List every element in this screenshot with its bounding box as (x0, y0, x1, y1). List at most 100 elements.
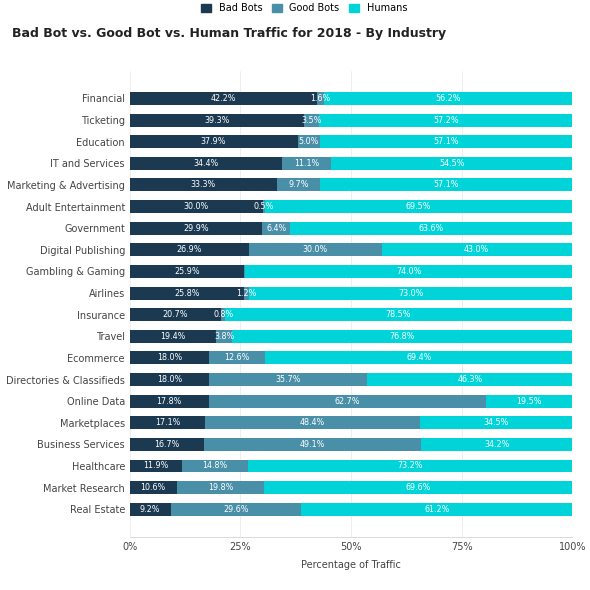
Bar (265, 200, 572, 213)
Bar (130, 243, 249, 256)
Text: 5.0%: 5.0% (299, 137, 319, 146)
Bar (419, 417, 572, 430)
Text: 78.5%: 78.5% (386, 310, 411, 319)
Text: 35.7%: 35.7% (276, 375, 301, 384)
Bar (130, 178, 277, 191)
Text: 69.6%: 69.6% (405, 483, 431, 492)
Bar (130, 373, 209, 386)
Text: 6.4%: 6.4% (266, 224, 286, 232)
Text: 11.9%: 11.9% (143, 461, 169, 470)
Bar (204, 438, 421, 451)
Text: 57.1%: 57.1% (434, 181, 459, 189)
Text: 74.0%: 74.0% (396, 267, 421, 276)
Bar (215, 330, 232, 343)
Bar (130, 460, 182, 473)
Text: 1.6%: 1.6% (310, 94, 330, 103)
Bar (130, 395, 209, 408)
Bar (209, 352, 265, 365)
Bar (130, 265, 244, 278)
Text: 30.0%: 30.0% (303, 245, 328, 254)
Bar (130, 287, 244, 300)
Bar (130, 222, 262, 235)
Text: 9.2%: 9.2% (140, 504, 160, 514)
Bar (290, 222, 572, 235)
Text: 19.4%: 19.4% (160, 332, 185, 341)
Bar (130, 438, 204, 451)
Bar (221, 308, 225, 321)
Text: 10.6%: 10.6% (140, 483, 166, 492)
Text: 37.9%: 37.9% (201, 137, 227, 146)
Bar (171, 503, 301, 516)
Text: 25.9%: 25.9% (174, 267, 200, 276)
Legend: Bad Bots, Good Bots, Humans: Bad Bots, Good Bots, Humans (201, 4, 407, 14)
Text: 1.2%: 1.2% (237, 289, 257, 297)
Bar (277, 178, 320, 191)
Bar (209, 395, 486, 408)
Bar (249, 287, 572, 300)
Bar (304, 114, 319, 127)
Bar (130, 92, 316, 105)
Bar (486, 395, 572, 408)
Text: 76.8%: 76.8% (389, 332, 415, 341)
Bar (319, 114, 572, 127)
Text: 0.5%: 0.5% (254, 202, 274, 211)
Bar (130, 330, 215, 343)
Bar (297, 135, 320, 148)
Bar (320, 135, 572, 148)
Bar (177, 481, 264, 494)
Bar (323, 92, 572, 105)
Text: 63.6%: 63.6% (418, 224, 444, 232)
Text: 11.1%: 11.1% (294, 159, 319, 168)
Bar (130, 503, 171, 516)
Bar (130, 481, 177, 494)
Text: 46.3%: 46.3% (457, 375, 483, 384)
Text: 17.1%: 17.1% (155, 418, 181, 427)
Text: 0.8%: 0.8% (213, 310, 233, 319)
Bar (421, 438, 572, 451)
Bar (244, 287, 249, 300)
Text: 29.9%: 29.9% (183, 224, 209, 232)
Text: 57.1%: 57.1% (433, 137, 458, 146)
Text: 9.7%: 9.7% (289, 181, 309, 189)
X-axis label: Percentage of Traffic: Percentage of Traffic (301, 560, 401, 570)
Bar (205, 417, 419, 430)
Bar (282, 157, 331, 170)
Text: 20.7%: 20.7% (163, 310, 188, 319)
Text: 73.2%: 73.2% (397, 461, 422, 470)
Bar (320, 178, 573, 191)
Text: 56.2%: 56.2% (435, 94, 461, 103)
Text: 69.5%: 69.5% (406, 202, 431, 211)
Text: 14.8%: 14.8% (202, 461, 228, 470)
Text: 3.8%: 3.8% (214, 332, 234, 341)
Bar (130, 157, 282, 170)
Bar (130, 135, 297, 148)
Text: 42.2%: 42.2% (211, 94, 236, 103)
Bar (225, 308, 572, 321)
Bar (382, 243, 572, 256)
Bar (245, 265, 572, 278)
Text: 69.4%: 69.4% (406, 353, 431, 362)
Bar (209, 373, 368, 386)
Text: 48.4%: 48.4% (300, 418, 325, 427)
Text: 49.1%: 49.1% (300, 440, 325, 449)
Bar (130, 114, 304, 127)
Bar (248, 460, 572, 473)
Bar (130, 417, 205, 430)
Text: 54.5%: 54.5% (439, 159, 464, 168)
Bar (263, 200, 265, 213)
Text: 39.3%: 39.3% (204, 116, 230, 124)
Bar (301, 503, 572, 516)
Bar (130, 200, 263, 213)
Bar (316, 92, 323, 105)
Text: 61.2%: 61.2% (424, 504, 450, 514)
Text: 19.8%: 19.8% (208, 483, 233, 492)
Bar (266, 352, 572, 365)
Bar (232, 330, 572, 343)
Text: 33.3%: 33.3% (191, 181, 216, 189)
Text: 34.2%: 34.2% (484, 440, 509, 449)
Text: 3.5%: 3.5% (301, 116, 322, 124)
Text: 19.5%: 19.5% (516, 396, 542, 406)
Text: 73.0%: 73.0% (398, 289, 424, 297)
Bar (249, 243, 382, 256)
Text: 62.7%: 62.7% (335, 396, 360, 406)
